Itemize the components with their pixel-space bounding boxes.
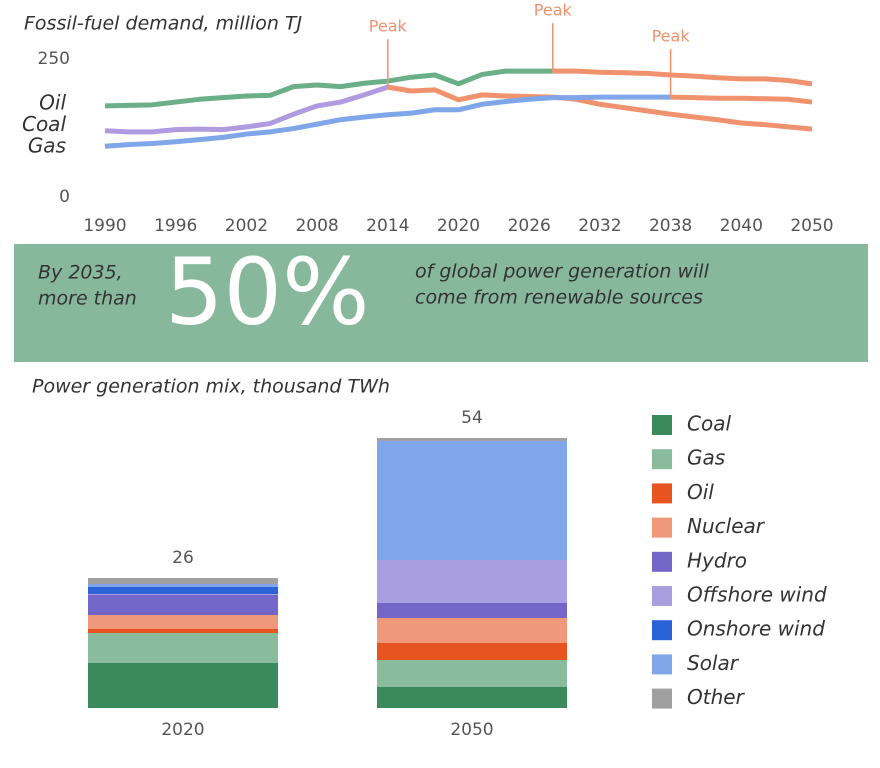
legend-swatch	[652, 620, 672, 641]
line	[387, 84, 813, 132]
x-tick-label: 2038	[649, 216, 692, 236]
bar-segment	[377, 687, 567, 708]
legend-swatch	[652, 483, 672, 504]
line	[104, 68, 553, 109]
line	[104, 94, 671, 149]
legend-label: Onshore wind	[687, 617, 825, 641]
x-tick-label: 1996	[154, 216, 197, 236]
x-tick-label: 2020	[437, 216, 480, 236]
y-tick-label: 250	[38, 49, 70, 69]
peak-label: Peak	[652, 27, 691, 46]
legend-swatch	[652, 688, 672, 709]
x-tick-label: 2050	[790, 216, 833, 236]
x-tick-label: 2002	[225, 216, 268, 236]
banner	[14, 244, 868, 362]
bar-segment	[377, 618, 567, 643]
x-tick-label: 2026	[508, 216, 551, 236]
legend-label: Solar	[687, 651, 740, 675]
bar-segment	[88, 595, 278, 615]
line	[670, 94, 813, 105]
legend-label: Gas	[28, 134, 66, 158]
banner-text: more than	[38, 288, 137, 310]
legend-label: Oil	[39, 91, 66, 115]
legend-swatch	[652, 449, 672, 470]
x-tick-label: 2008	[295, 216, 338, 236]
legend-label: Coal	[22, 112, 66, 136]
legend-label: Other	[687, 685, 746, 709]
bar-segment	[88, 594, 278, 595]
bar-segment	[88, 578, 278, 584]
peak-label: Peak	[369, 17, 408, 36]
line	[552, 68, 813, 87]
y-tick-label: 0	[59, 187, 70, 207]
legend-swatch	[652, 654, 672, 675]
banner-text: By 2035,	[38, 262, 123, 284]
legend-label: Offshore wind	[687, 583, 827, 607]
bar-segment	[88, 587, 278, 594]
x-tick-label: 1990	[83, 216, 126, 236]
x-tick-label: 2014	[366, 216, 409, 236]
bar-segment	[377, 560, 567, 603]
bar-segment	[88, 633, 278, 663]
bar-title: Power generation mix, thousand TWh	[32, 376, 390, 398]
bar-segment	[377, 660, 567, 687]
banner-text: of global power generation will	[415, 261, 710, 283]
bar-segment	[377, 603, 567, 618]
bar-segment	[377, 438, 567, 441]
legend-label: Hydro	[687, 548, 747, 572]
x-tick-label: 2020	[161, 720, 204, 740]
legend-label: Oil	[687, 480, 714, 504]
peak-label: Peak	[534, 1, 573, 20]
legend-swatch	[652, 517, 672, 538]
legend-swatch	[652, 551, 672, 572]
legend-label: Coal	[687, 412, 731, 436]
legend-swatch	[652, 415, 672, 435]
x-tick-label: 2050	[450, 720, 493, 740]
line-title: Fossil-fuel demand, million TJ	[24, 13, 303, 35]
bar-segment	[88, 629, 278, 633]
bar-segment	[88, 584, 278, 587]
bar-segment	[88, 615, 278, 629]
banner-text: come from renewable sources	[415, 287, 703, 309]
banner-highlight: 50%	[165, 238, 369, 345]
legend-swatch	[652, 586, 672, 606]
bar-segment	[377, 441, 567, 560]
bar-segment	[88, 663, 278, 708]
legend-label: Nuclear	[687, 514, 766, 538]
total-label: 26	[172, 548, 194, 568]
x-tick-label: 2040	[720, 216, 763, 236]
total-label: 54	[461, 408, 483, 428]
bar-segment	[377, 643, 567, 660]
legend-label: Gas	[687, 446, 725, 470]
x-tick-label: 2032	[578, 216, 621, 236]
line	[104, 84, 389, 135]
